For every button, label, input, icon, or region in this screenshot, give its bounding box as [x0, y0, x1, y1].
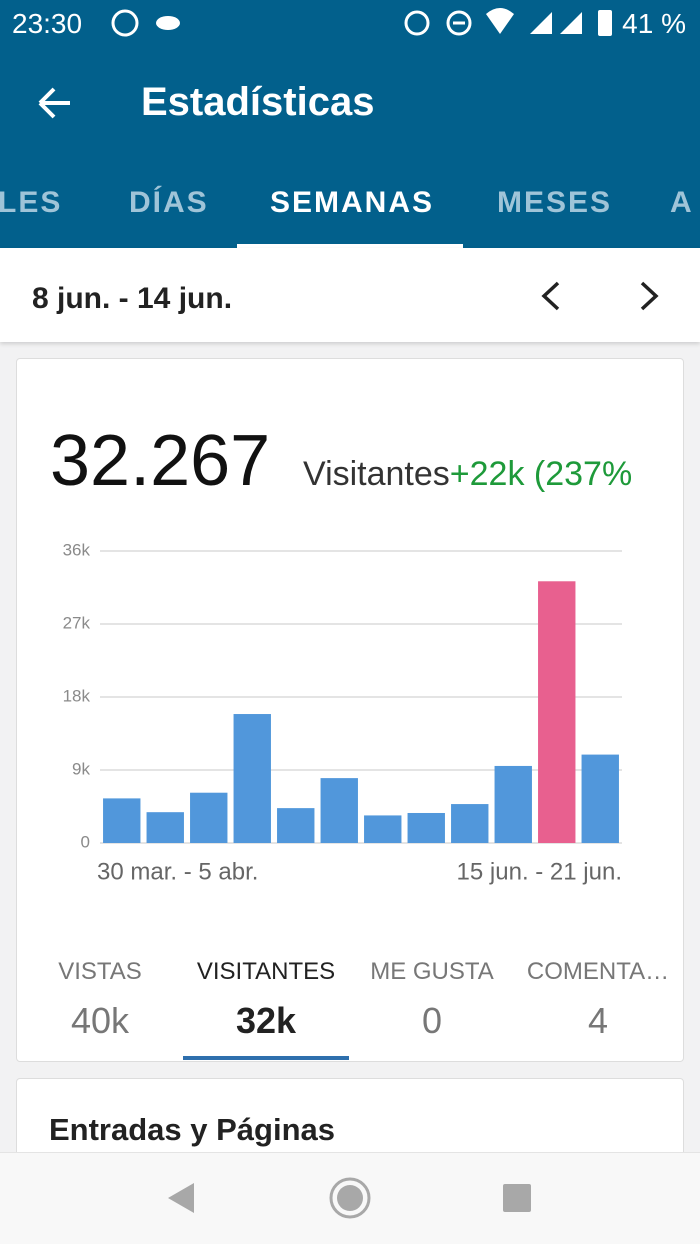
stat-label[interactable]: ME GUSTA	[370, 958, 494, 985]
x-tick-label: 15 jun. - 21 jun.	[457, 858, 622, 885]
bar	[233, 714, 271, 843]
nav-arrows[interactable]	[520, 273, 680, 319]
tab[interactable]: LES	[0, 186, 63, 219]
bar	[581, 754, 619, 843]
bar	[538, 581, 576, 843]
y-tick-label: 36k	[63, 540, 91, 559]
section-title: Entradas y Páginas	[49, 1112, 336, 1147]
bar	[451, 804, 489, 843]
bar	[407, 812, 445, 843]
battery: 41 %	[622, 8, 686, 39]
app-header: 23:30 41 % Estadísticas LES DÍAS SEMANAS…	[0, 0, 700, 248]
icons	[38, 8, 612, 119]
date-row: 8 jun. - 14 jun.	[0, 248, 700, 342]
summary-label-text: Visitantes	[303, 455, 450, 493]
tab-active[interactable]: SEMANAS	[270, 186, 435, 219]
bar	[146, 812, 184, 843]
stat-value: 4	[587, 1000, 609, 1041]
summary-value: 32.267	[50, 421, 271, 501]
time: 23:30	[12, 8, 83, 39]
stat-value: 40k	[70, 1000, 130, 1041]
stat-label[interactable]: VISTAS	[58, 958, 142, 985]
tab-indicator	[237, 244, 463, 248]
bar	[364, 815, 402, 843]
tab[interactable]: A	[670, 186, 694, 219]
title: Estadísticas	[141, 80, 375, 124]
y-tick-label: 18k	[63, 686, 91, 705]
date-range: 8 jun. - 14 jun.	[32, 282, 233, 315]
y-tick-label: 27k	[63, 613, 91, 632]
x-tick-label: 30 mar. - 5 abr.	[97, 858, 258, 885]
stat-value: 0	[421, 1000, 443, 1041]
y-tick-label: 9k	[72, 759, 90, 778]
stat-indicator	[183, 1056, 349, 1060]
tab[interactable]: MESES	[497, 186, 613, 219]
chart: 0 9k 18k 27k 36k 30 mar. - 5 abr. 15 jun. - 21…	[63, 540, 622, 885]
stat-label[interactable]: VISITANTES	[196, 958, 336, 985]
bar	[277, 808, 315, 843]
bar	[103, 798, 141, 843]
y-tick-label: 0	[81, 832, 90, 851]
nav-bar	[0, 1152, 700, 1244]
bar	[190, 792, 228, 843]
stat-label[interactable]: COMENTA…	[526, 958, 670, 985]
bar	[320, 778, 358, 843]
nav-icons[interactable]	[0, 1153, 700, 1244]
summary-label: Visitantes+22k (237%	[303, 455, 651, 494]
bar	[494, 765, 532, 843]
back-arrow[interactable]	[38, 87, 70, 119]
summary-change: +22k (237%	[449, 455, 633, 493]
tab[interactable]: DÍAS	[129, 186, 209, 219]
stat-value: 32k	[235, 1000, 297, 1041]
